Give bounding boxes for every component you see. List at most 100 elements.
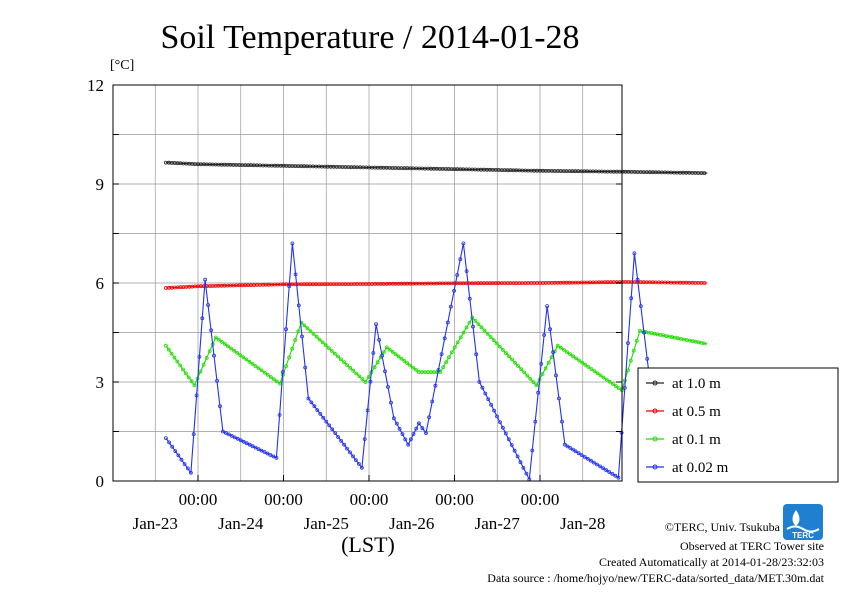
data-point	[634, 338, 639, 343]
data-point	[238, 353, 243, 358]
data-point	[262, 370, 267, 375]
data-point	[256, 366, 261, 371]
data-point	[362, 437, 367, 442]
data-point	[565, 444, 570, 449]
data-point	[182, 462, 187, 467]
data-point	[542, 333, 547, 337]
data-point	[438, 370, 443, 375]
data-point	[274, 455, 279, 460]
data-point	[348, 365, 353, 370]
x-date-label: Jan-25	[304, 514, 349, 533]
data-point	[522, 370, 527, 375]
data-point	[253, 364, 258, 369]
data-point	[359, 465, 364, 470]
data-point	[498, 420, 502, 425]
data-point	[299, 320, 304, 325]
data-point	[306, 396, 311, 401]
data-point	[479, 325, 484, 330]
data-point	[447, 355, 451, 360]
data-point	[293, 338, 298, 342]
data-point	[604, 377, 609, 382]
data-point	[445, 320, 450, 325]
data-point	[387, 347, 392, 352]
data-point	[400, 432, 405, 437]
data-point	[315, 408, 320, 413]
data-point	[287, 355, 292, 360]
data-point	[433, 383, 438, 388]
data-point	[580, 360, 585, 365]
data-point	[571, 447, 575, 452]
data-point	[592, 460, 596, 465]
data-point	[455, 340, 460, 345]
data-point	[204, 356, 209, 360]
data-point	[302, 323, 307, 328]
data-point	[607, 379, 612, 384]
data-point	[577, 358, 582, 363]
data-point	[452, 345, 457, 350]
data-point	[167, 440, 172, 445]
data-point	[339, 438, 344, 443]
data-point	[170, 444, 175, 449]
data-point	[256, 447, 261, 452]
data-point	[244, 441, 249, 446]
data-point	[348, 450, 352, 455]
data-point	[442, 336, 447, 341]
legend-marker	[652, 464, 658, 470]
data-point	[332, 351, 337, 356]
legend-label: at 0.1 m	[672, 432, 721, 448]
data-point	[212, 353, 216, 358]
data-point	[510, 357, 514, 362]
series-at-0-1-m	[163, 315, 708, 393]
data-point	[495, 414, 499, 419]
data-point	[568, 352, 572, 357]
data-point	[229, 346, 234, 351]
data-point	[702, 341, 707, 346]
data-point	[374, 322, 379, 327]
terc-logo-text: TERC	[792, 531, 814, 540]
data-point	[250, 444, 255, 449]
data-point	[166, 347, 171, 352]
data-point	[223, 342, 227, 347]
data-point	[393, 352, 398, 357]
series-at-1-0-m	[163, 160, 708, 176]
data-point	[312, 404, 317, 409]
footer-site: Observed at TERC Tower site	[680, 539, 824, 553]
data-point	[311, 331, 316, 336]
data-point	[181, 367, 185, 372]
data-point	[534, 383, 539, 388]
data-point	[548, 327, 552, 332]
chart-title: Soil Temperature / 2014-01-28	[160, 19, 579, 56]
footer: ©TERC, Univ. Tsukuba Observed at TERC To…	[487, 520, 824, 585]
data-point	[533, 419, 538, 424]
data-point	[574, 356, 578, 361]
y-axis-ticks: 0 3 6 9 12	[87, 76, 622, 491]
footer-created: Created Automatically at 2014-01-28/23:3…	[599, 555, 824, 569]
data-point	[333, 431, 338, 436]
data-point	[324, 419, 329, 424]
data-point	[545, 304, 549, 309]
data-point	[539, 361, 544, 366]
data-point	[573, 449, 578, 454]
data-point	[309, 400, 314, 405]
data-point	[458, 335, 463, 340]
data-point	[235, 436, 240, 441]
data-point	[308, 329, 313, 334]
water-drop-icon	[792, 510, 800, 526]
data-point	[464, 269, 469, 274]
data-point	[356, 461, 361, 466]
data-point	[477, 380, 482, 384]
data-point	[645, 356, 650, 361]
data-point	[411, 432, 416, 436]
data-point	[402, 358, 407, 363]
data-point	[503, 351, 508, 356]
data-point	[207, 349, 212, 354]
data-point	[235, 350, 240, 355]
data-point	[323, 343, 328, 348]
data-point	[515, 454, 520, 459]
data-point	[494, 341, 499, 346]
x-date-label: Jan-26	[389, 514, 434, 533]
data-point	[427, 415, 432, 420]
data-point	[531, 380, 536, 385]
